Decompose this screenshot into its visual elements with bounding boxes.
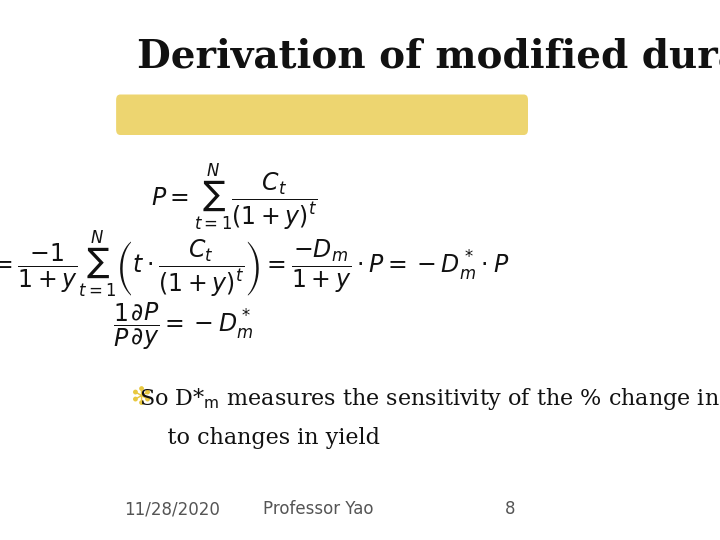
Text: 11/28/2020: 11/28/2020 [125, 501, 220, 518]
Text: $\dfrac{1}{P}\dfrac{\partial P}{\partial y} = -D_m^*$: $\dfrac{1}{P}\dfrac{\partial P}{\partial… [113, 301, 253, 353]
Text: 8: 8 [505, 501, 516, 518]
Text: Derivation of modified duration: Derivation of modified duration [137, 38, 720, 76]
FancyBboxPatch shape [116, 94, 528, 135]
Text: $\dfrac{\partial P}{\partial y} = \dfrac{-1}{1+y} \sum_{t=1}^{N}\left(t \cdot \d: $\dfrac{\partial P}{\partial y} = \dfrac… [0, 229, 509, 300]
Text: $P = \sum_{t=1}^{N} \dfrac{C_t}{(1+y)^t}$: $P = \sum_{t=1}^{N} \dfrac{C_t}{(1+y)^t}… [150, 161, 317, 233]
Text: to changes in yield: to changes in yield [139, 427, 380, 449]
Text: So D*$_\mathrm{m}$ measures the sensitivity of the % change in bond price: So D*$_\mathrm{m}$ measures the sensitiv… [139, 386, 720, 412]
Text: ❇: ❇ [131, 386, 152, 410]
Text: Professor Yao: Professor Yao [263, 501, 373, 518]
